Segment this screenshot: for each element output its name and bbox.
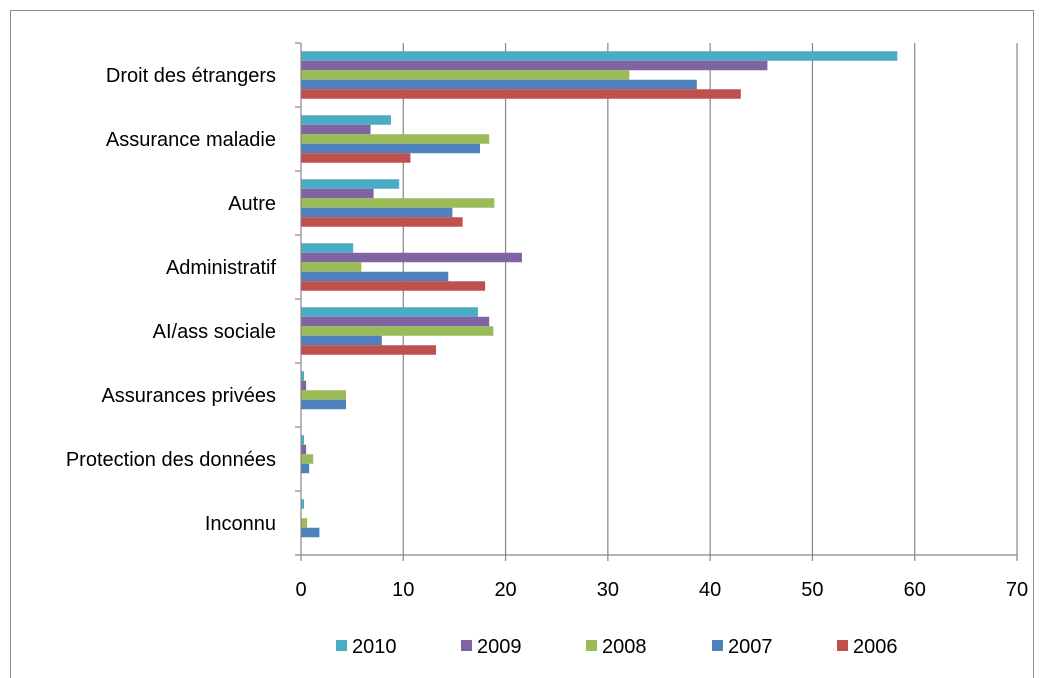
bar-2007: [301, 463, 310, 474]
bar-2008: [301, 390, 347, 400]
bars: [301, 51, 898, 538]
gridlines: [402, 43, 1018, 555]
bar-2010: [301, 499, 305, 509]
legend-swatch-2010: [336, 640, 347, 651]
bar-2009: [301, 316, 490, 327]
x-tick-label: 30: [597, 579, 619, 601]
x-tick-label: 10: [392, 579, 414, 601]
legend-label-2008: 2008: [602, 636, 647, 658]
legend-swatch-2009: [461, 640, 472, 651]
bar-2006: [301, 89, 741, 99]
bar-2009: [301, 444, 307, 455]
bar-2009: [301, 380, 307, 391]
bar-2008: [301, 262, 362, 272]
bar-2009: [301, 124, 371, 135]
category-label: Assurances privées: [101, 385, 276, 407]
category-label: Administratif: [166, 257, 276, 279]
bar-2007: [301, 527, 320, 538]
x-tick-label: 60: [904, 579, 926, 601]
bar-2006: [301, 217, 463, 227]
bar-2008: [301, 70, 630, 80]
legend: 2010 2009 2008 2007 2006: [336, 636, 898, 658]
bar-2009: [301, 188, 374, 199]
legend-label-2007: 2007: [728, 636, 773, 658]
bar-2010: [301, 51, 898, 61]
bar-2008: [301, 518, 308, 528]
x-tick-labels: 0 10 20 30 40 50 60 70: [295, 579, 1028, 601]
x-tick-label: 20: [494, 579, 516, 601]
axes: [295, 42, 1018, 561]
bar-2008: [301, 198, 495, 208]
bar-2010: [301, 435, 305, 445]
legend-label-2010: 2010: [352, 636, 397, 658]
bar-2007: [301, 207, 453, 218]
legend-swatch-2007: [712, 640, 723, 651]
bar-2010: [301, 307, 478, 317]
bar-2008: [301, 454, 314, 464]
category-label: Droit des étrangers: [106, 65, 276, 87]
legend-label-2006: 2006: [853, 636, 898, 658]
bar-2006: [301, 281, 486, 291]
bar-2009: [301, 60, 768, 71]
bar-2006: [301, 345, 437, 355]
legend-swatch-2008: [586, 640, 597, 651]
category-label: AI/ass sociale: [153, 321, 276, 343]
bar-2007: [301, 335, 382, 346]
bar-2007: [301, 399, 347, 410]
legend-swatch-2006: [837, 640, 848, 651]
bar-2008: [301, 326, 494, 336]
bar-2010: [301, 115, 392, 125]
bar-2010: [301, 371, 305, 381]
bar-2010: [301, 243, 354, 253]
x-tick-label: 70: [1006, 579, 1028, 601]
category-label: Autre: [228, 193, 276, 215]
x-tick-label: 40: [699, 579, 721, 601]
category-label: Inconnu: [205, 513, 276, 535]
x-tick-label: 0: [295, 579, 306, 601]
bar-2007: [301, 143, 480, 154]
x-tick-label: 50: [801, 579, 823, 601]
bar-2010: [301, 179, 400, 189]
category-label: Assurance maladie: [106, 129, 276, 151]
legend-label-2009: 2009: [477, 636, 522, 658]
category-labels: Droit des étrangers Assurance maladie Autr…: [66, 65, 277, 535]
bar-2009: [301, 252, 522, 263]
bar-2006: [301, 153, 411, 163]
bar-2008: [301, 134, 490, 144]
bar-2007: [301, 79, 697, 90]
chart-frame: [10, 10, 1034, 678]
category-label: Protection des données: [66, 449, 276, 471]
bar-2007: [301, 271, 449, 282]
